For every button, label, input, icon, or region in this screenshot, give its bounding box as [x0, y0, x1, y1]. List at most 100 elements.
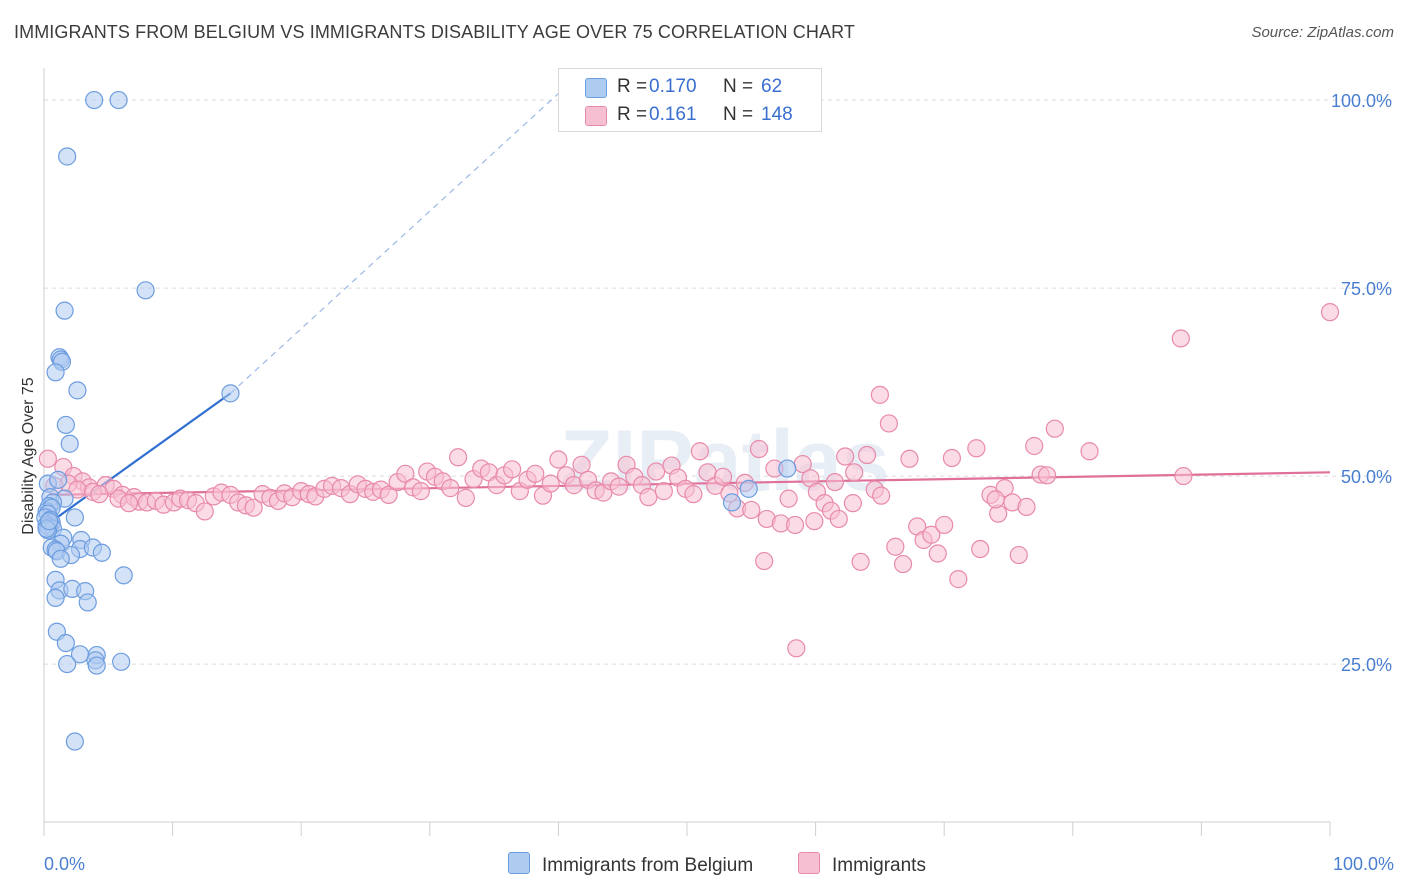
y-tick-label: 25.0%: [1341, 655, 1392, 675]
point-immigrants: [942, 448, 962, 468]
x-tick-label: 100.0%: [1333, 854, 1394, 874]
point-immigrants: [572, 455, 591, 474]
point-immigrants: [503, 460, 522, 479]
legend-item-immigrants: Immigrants: [798, 852, 926, 878]
y-tick-label: 100.0%: [1331, 91, 1392, 111]
point-belgium: [114, 566, 133, 585]
point-immigrants: [1174, 466, 1193, 486]
point-belgium: [92, 543, 111, 562]
data-points: [36, 90, 1340, 751]
point-immigrants: [541, 474, 560, 493]
y-tick-label: 50.0%: [1341, 467, 1392, 487]
legend-label-immigrants: Immigrants: [832, 855, 926, 876]
point-immigrants: [654, 482, 673, 501]
point-immigrants: [755, 551, 774, 571]
point-immigrants: [900, 449, 919, 468]
point-immigrants: [785, 515, 805, 535]
point-immigrants: [244, 498, 263, 517]
point-belgium: [78, 593, 97, 612]
point-immigrants: [843, 494, 862, 513]
point-immigrants: [935, 515, 954, 535]
point-belgium: [46, 588, 65, 608]
point-immigrants: [1171, 329, 1190, 348]
trend-line-belgium-extension: [230, 69, 585, 394]
legend-n-value: 62: [761, 76, 783, 97]
point-immigrants: [379, 485, 398, 504]
correlation-legend: R = 0.170 N = 62 R = 0.161 N = 148: [558, 68, 822, 132]
point-immigrants: [787, 639, 806, 658]
point-immigrants: [928, 544, 947, 563]
legend-r-value: 0.170: [649, 76, 697, 97]
point-immigrants: [922, 525, 941, 544]
legend-n-label: N =: [723, 104, 754, 125]
point-belgium: [109, 90, 128, 110]
legend-row-immigrants: R = 0.161 N = 148: [559, 101, 821, 129]
point-immigrants: [526, 464, 545, 483]
point-belgium: [65, 732, 84, 751]
point-immigrants: [647, 462, 666, 481]
point-immigrants: [749, 439, 769, 459]
point-belgium: [778, 459, 797, 478]
point-immigrants: [1025, 436, 1044, 456]
legend-row-belgium: R = 0.170 N = 62: [559, 73, 821, 101]
point-belgium: [51, 549, 70, 568]
legend-r-label: R =: [617, 104, 648, 125]
point-belgium: [85, 90, 104, 110]
point-immigrants: [886, 537, 905, 556]
point-immigrants: [1009, 545, 1028, 565]
point-belgium: [87, 656, 106, 675]
point-immigrants: [742, 500, 761, 520]
point-immigrants: [684, 485, 703, 504]
point-belgium: [58, 654, 77, 674]
point-immigrants: [893, 554, 913, 574]
x-tick-label: 0.0%: [44, 854, 85, 874]
point-immigrants: [845, 463, 864, 482]
point-immigrants: [825, 472, 844, 492]
point-immigrants: [872, 486, 891, 505]
point-immigrants: [805, 512, 824, 531]
point-immigrants: [836, 447, 855, 466]
legend-label-belgium: Immigrants from Belgium: [542, 855, 754, 876]
point-belgium: [56, 633, 75, 653]
point-immigrants: [1045, 419, 1064, 438]
point-immigrants: [829, 509, 848, 529]
point-immigrants: [639, 488, 658, 507]
point-immigrants: [971, 539, 990, 559]
point-immigrants: [441, 479, 460, 498]
point-belgium: [49, 470, 68, 489]
point-immigrants: [1037, 466, 1057, 485]
legend-swatch-immigrants: [798, 852, 820, 874]
trend-line-belgium: [45, 392, 232, 526]
point-immigrants: [609, 477, 628, 496]
point-immigrants: [1017, 497, 1036, 517]
legend-n-label: N =: [723, 76, 754, 97]
point-belgium: [221, 384, 240, 403]
point-immigrants: [90, 485, 109, 504]
point-immigrants: [195, 502, 214, 521]
point-immigrants: [713, 467, 733, 486]
point-immigrants: [38, 449, 57, 468]
point-immigrants: [448, 448, 468, 467]
point-belgium: [136, 281, 155, 300]
point-belgium: [722, 493, 742, 512]
grid-lines: [44, 99, 1392, 665]
legend-n-value: 148: [761, 104, 793, 125]
point-immigrants: [851, 552, 870, 571]
point-belgium: [60, 434, 79, 453]
point-belgium: [40, 512, 59, 531]
legend-swatch-belgium: [585, 78, 607, 98]
point-immigrants: [456, 488, 475, 507]
point-immigrants: [986, 490, 1005, 509]
point-immigrants: [1320, 303, 1340, 322]
legend-item-belgium: Immigrants from Belgium: [508, 852, 753, 878]
point-belgium: [58, 147, 77, 166]
point-immigrants: [549, 450, 568, 469]
point-belgium: [65, 508, 84, 527]
legend-r-label: R =: [617, 76, 648, 97]
point-immigrants: [779, 489, 798, 508]
point-immigrants: [1080, 442, 1099, 461]
tick-labels: 25.0% 50.0% 75.0% 100.0% 0.0% 100.0%: [44, 91, 1394, 874]
chart-title: IMMIGRANTS FROM BELGIUM VS IMMIGRANTS DI…: [14, 22, 855, 42]
point-immigrants: [967, 439, 986, 458]
